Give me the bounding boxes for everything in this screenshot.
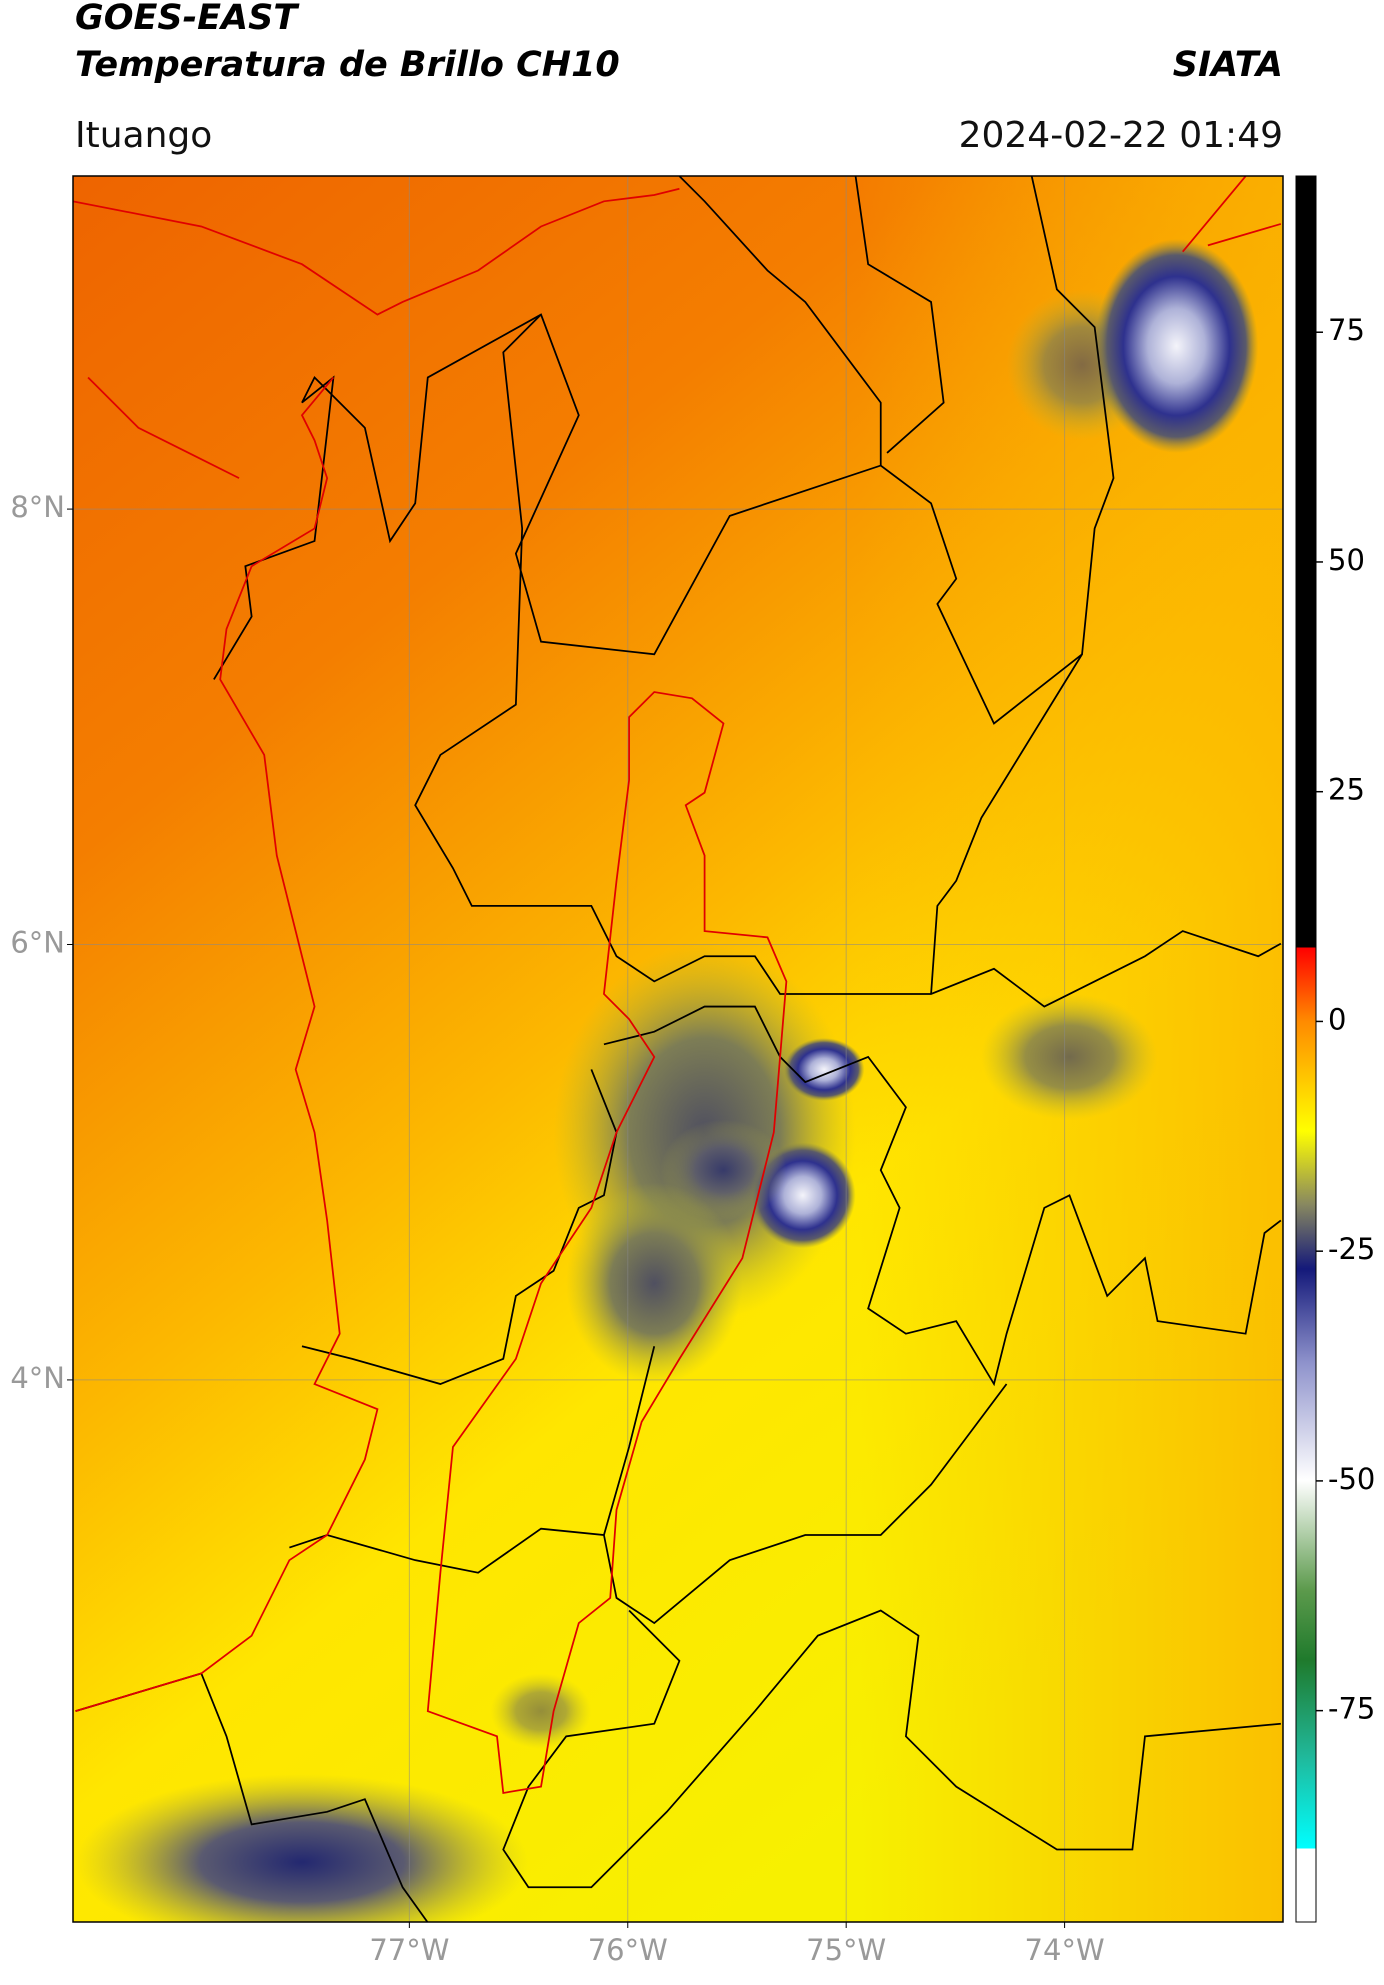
cloud-field (75, 239, 1259, 1922)
lon-tick-label: 76°W (588, 1933, 668, 1967)
location: Ituango (75, 115, 212, 156)
boundaries (73, 176, 1282, 1922)
colorbar-tick-label: -75 (1328, 1692, 1375, 1726)
map-ticks: 8°N 6°N 4°N 77°W 76°W 75°W 74°W (10, 490, 1104, 1967)
colorbar-tick-label: 75 (1328, 313, 1365, 347)
datetime: 2024-02-22 01:49 (959, 115, 1283, 156)
lon-tick-label: 75°W (806, 1933, 886, 1967)
subtitle: Temperatura de Brillo CH10 (75, 45, 620, 85)
colorbar-ticks: 75 50 25 0 -25 -50 -75 (1316, 313, 1375, 1726)
colorbar-tick-label: 25 (1328, 773, 1365, 807)
graticule (73, 176, 1283, 1922)
lat-tick-label: 4°N (10, 1361, 65, 1395)
colorbar-tick-label: -50 (1328, 1462, 1375, 1496)
organization: SIATA (1173, 45, 1283, 85)
colorbar-tick-label: 0 (1328, 1002, 1346, 1036)
title: GOES-EAST (75, 0, 300, 38)
map-frame (72, 175, 1284, 1923)
colorbar-tick-label: -25 (1328, 1232, 1375, 1266)
lat-tick-label: 8°N (10, 490, 65, 524)
lat-tick-label: 6°N (10, 926, 65, 960)
map (73, 176, 1283, 1922)
lon-tick-label: 77°W (369, 1933, 449, 1967)
colorbar-tick-label: 50 (1328, 543, 1365, 577)
lon-tick-label: 74°W (1025, 1933, 1105, 1967)
colorbar (1295, 175, 1317, 1923)
